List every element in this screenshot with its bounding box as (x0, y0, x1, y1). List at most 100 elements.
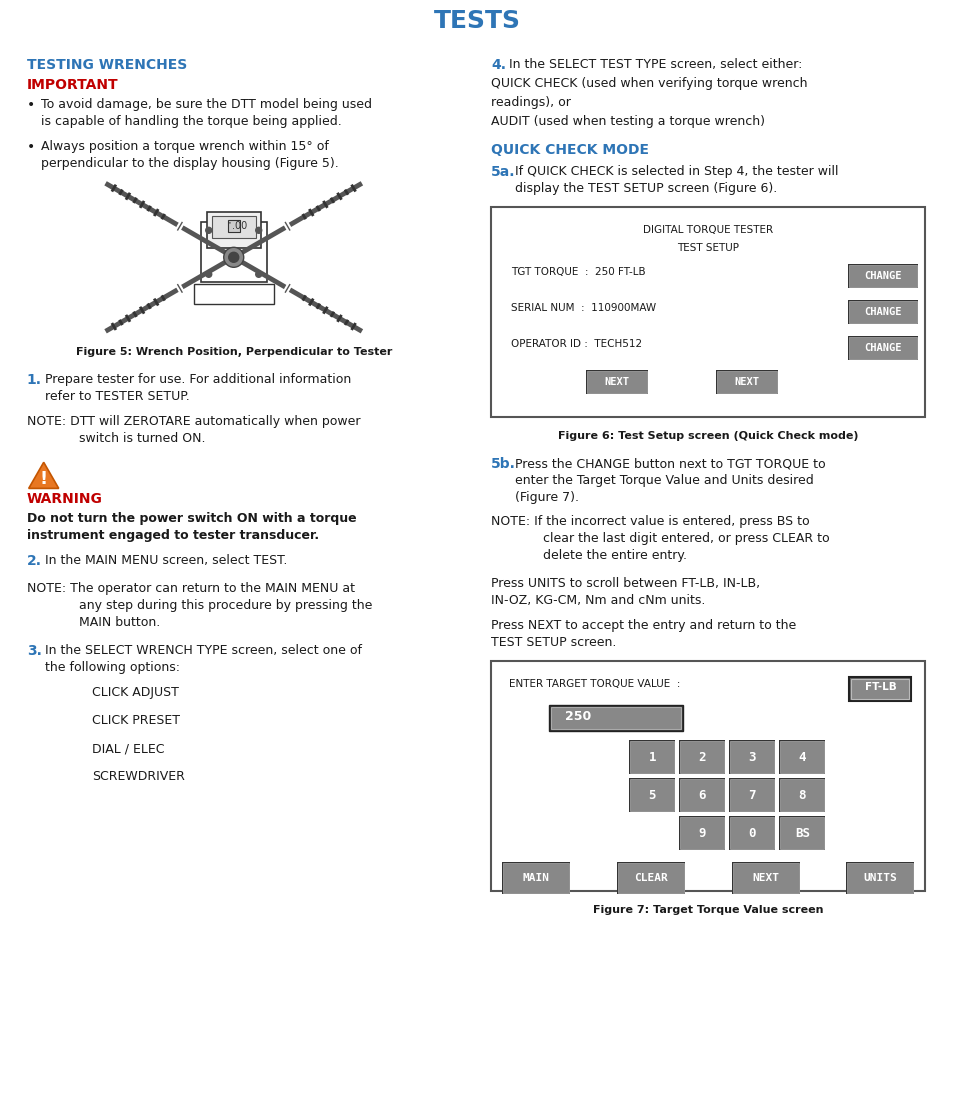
Text: Prepare tester for use. For additional information
refer to TESTER SETUP.: Prepare tester for use. For additional i… (45, 373, 351, 404)
Bar (503, 864, 569, 893)
Text: CHANGE: CHANGE (863, 272, 902, 282)
Bar (549, 705, 682, 732)
Text: AUDIT (used when testing a torque wrench): AUDIT (used when testing a torque wrench… (491, 116, 764, 129)
Text: 8: 8 (798, 789, 805, 802)
Text: 4: 4 (798, 751, 805, 763)
Bar (629, 779, 675, 812)
Circle shape (206, 272, 212, 277)
Text: SERIAL NUM  :  110900MAW: SERIAL NUM : 110900MAW (511, 304, 656, 313)
Bar (630, 741, 674, 773)
Text: 2.: 2. (27, 554, 42, 569)
Bar (679, 740, 724, 774)
Text: Press the CHANGE button next to TGT TORQUE to
enter the Target Torque Value and : Press the CHANGE button next to TGT TORQ… (515, 458, 825, 504)
Bar (845, 862, 913, 894)
Text: 4.: 4. (491, 58, 506, 73)
Bar (630, 779, 674, 812)
Bar (679, 816, 724, 850)
Bar (717, 372, 776, 394)
Text: In the SELECT TEST TYPE screen, select either:: In the SELECT TEST TYPE screen, select e… (509, 58, 801, 72)
Text: DIGITAL TORQUE TESTER: DIGITAL TORQUE TESTER (642, 226, 773, 235)
Circle shape (206, 228, 212, 233)
Text: any step during this procedure by pressing the: any step during this procedure by pressi… (79, 600, 372, 613)
Bar (779, 816, 824, 850)
Bar (780, 741, 823, 773)
Bar (847, 337, 918, 361)
Text: 7: 7 (748, 789, 756, 802)
Text: TESTING WRENCHES: TESTING WRENCHES (27, 58, 187, 73)
Bar (731, 862, 799, 894)
Text: 5a.: 5a. (491, 165, 516, 179)
Text: •: • (27, 98, 35, 112)
Text: SCREWDRIVER: SCREWDRIVER (91, 770, 184, 783)
Text: To avoid damage, be sure the DTT model being used
is capable of handling the tor: To avoid damage, be sure the DTT model b… (41, 98, 372, 129)
Bar (679, 779, 723, 812)
Text: NOTE: The operator can return to the MAIN MENU at: NOTE: The operator can return to the MAI… (27, 582, 355, 595)
Text: Figure 5: Wrench Position, Perpendicular to Tester: Figure 5: Wrench Position, Perpendicular… (75, 348, 392, 358)
Bar (679, 779, 724, 812)
Text: readings), or: readings), or (491, 97, 571, 109)
Text: Do not turn the power switch ON with a torque
instrument engaged to tester trans: Do not turn the power switch ON with a t… (27, 513, 356, 542)
Bar (729, 779, 775, 812)
Bar (847, 300, 918, 324)
Text: IMPORTANT: IMPORTANT (27, 78, 118, 92)
Text: 3.: 3. (27, 645, 42, 659)
Bar (848, 338, 917, 360)
Text: TEST SETUP: TEST SETUP (677, 243, 739, 253)
Text: Figure 6: Test Setup screen (Quick Check mode): Figure 6: Test Setup screen (Quick Check… (558, 431, 858, 441)
Text: NEXT: NEXT (603, 377, 629, 387)
Text: NOTE: If the incorrect value is entered, press BS to: NOTE: If the incorrect value is entered,… (491, 515, 809, 528)
Bar (212, 217, 255, 239)
Text: ENTER TARGET TORQUE VALUE  :: ENTER TARGET TORQUE VALUE : (509, 680, 680, 690)
Text: QUICK CHECK (used when verifying torque wrench: QUICK CHECK (used when verifying torque … (491, 77, 807, 90)
Bar (730, 817, 774, 849)
Text: NEXT: NEXT (734, 377, 759, 387)
Text: clear the last digit entered, or press CLEAR to: clear the last digit entered, or press C… (543, 532, 829, 546)
Bar (491, 661, 924, 891)
Text: ᵉ: ᵉ (228, 220, 231, 229)
Text: delete the entire entry.: delete the entire entry. (543, 549, 686, 562)
Text: CLICK PRESET: CLICK PRESET (91, 714, 179, 727)
Text: NOTE: DTT will ZEROTARE automatically when power: NOTE: DTT will ZEROTARE automatically wh… (27, 416, 360, 428)
Circle shape (229, 252, 238, 262)
Text: 1.: 1. (27, 373, 42, 387)
Text: BS: BS (794, 827, 809, 839)
Bar (586, 372, 646, 394)
Bar (617, 862, 684, 894)
Bar (491, 207, 924, 417)
Text: 5b.: 5b. (491, 458, 516, 471)
Bar (846, 864, 912, 893)
Circle shape (224, 248, 243, 267)
Bar (730, 779, 774, 812)
Bar (629, 740, 675, 774)
Text: 250: 250 (565, 710, 591, 723)
Bar (228, 220, 239, 232)
Bar (780, 779, 823, 812)
Text: .00: .00 (232, 221, 247, 231)
Text: TESTS: TESTS (433, 9, 520, 33)
Bar (779, 740, 824, 774)
Bar (502, 862, 570, 894)
Bar (551, 707, 680, 729)
Text: 0: 0 (748, 827, 756, 839)
Bar (779, 779, 824, 812)
Text: If QUICK CHECK is selected in Step 4, the tester will
display the TEST SETUP scr: If QUICK CHECK is selected in Step 4, th… (515, 165, 838, 196)
Text: CLEAR: CLEAR (634, 873, 667, 883)
Bar (848, 301, 917, 323)
Text: 2: 2 (698, 751, 705, 763)
Bar (679, 741, 723, 773)
Bar (716, 371, 778, 394)
Bar (730, 741, 774, 773)
Text: In the SELECT WRENCH TYPE screen, select one of
the following options:: In the SELECT WRENCH TYPE screen, select… (45, 645, 361, 674)
Polygon shape (29, 462, 59, 488)
Text: 5: 5 (648, 789, 656, 802)
Text: UNITS: UNITS (862, 873, 897, 883)
Bar (200, 222, 267, 283)
Bar (848, 678, 910, 702)
Bar (850, 680, 908, 700)
Text: !: ! (40, 470, 48, 487)
Text: Press NEXT to accept the entry and return to the
TEST SETUP screen.: Press NEXT to accept the entry and retur… (491, 619, 796, 649)
Text: QUICK CHECK MODE: QUICK CHECK MODE (491, 143, 649, 157)
Text: WARNING: WARNING (27, 493, 103, 506)
Bar (847, 264, 918, 288)
Bar (193, 284, 274, 305)
